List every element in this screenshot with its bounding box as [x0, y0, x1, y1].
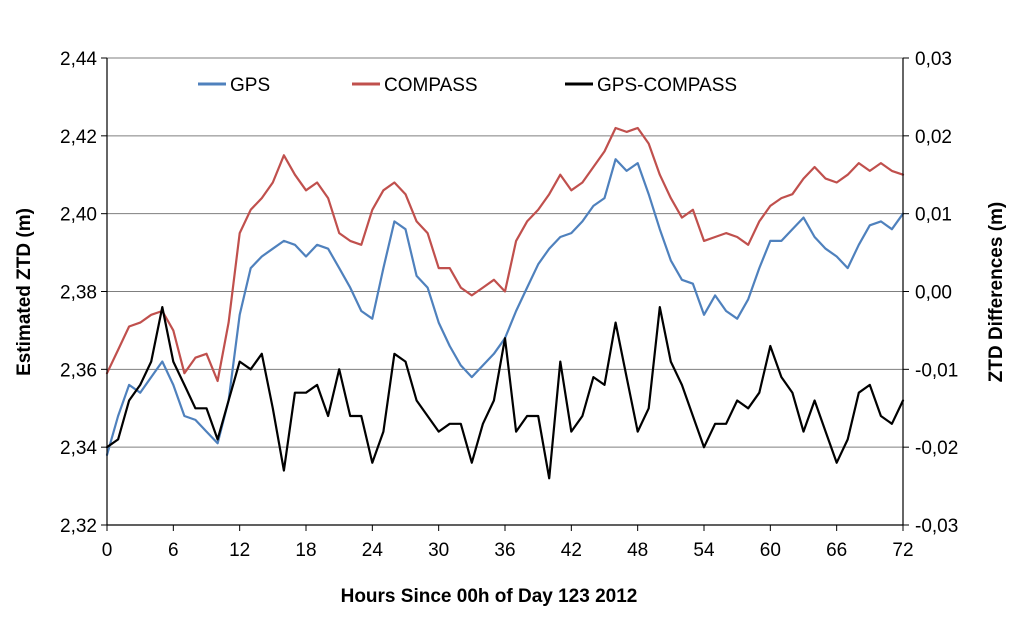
y2-tick-label: 0,02: [915, 127, 952, 148]
y2-axis-title: ZTD Differences (m): [986, 202, 1007, 383]
y-tick-label: 2,36: [60, 360, 97, 381]
x-tick-label: 18: [295, 540, 316, 561]
x-tick-label: 48: [627, 540, 648, 561]
y-tick-label: 2,34: [60, 438, 97, 459]
y2-tick-label: -0,01: [915, 360, 958, 381]
x-tick-label: 36: [494, 540, 515, 561]
x-axis-title: Hours Since 00h of Day 123 2012: [341, 586, 638, 607]
y-axis-title: Estimated ZTD (m): [14, 208, 35, 376]
series-line-compass: [105, 126, 905, 383]
y2-tick-label: 0,00: [915, 283, 952, 304]
x-tick-label: 0: [102, 540, 113, 561]
x-tick-label: 66: [826, 540, 847, 561]
axes-frame: [101, 57, 909, 531]
y2-tick-label: 0,01: [915, 205, 952, 226]
y2-tick-label: 0,03: [915, 49, 952, 70]
tick-labels: 2,32 2,34 2,36 2,38 2,40 2,42 2,44 -0,03 -0,02 -0…: [60, 49, 958, 561]
x-tick-label: 42: [561, 540, 582, 561]
legend-label-gps-compass: GPS-COMPASS: [597, 75, 737, 96]
y-tick-label: 2,44: [60, 49, 97, 70]
y-tick-label: 2,32: [60, 516, 97, 537]
x-tick-label: 72: [892, 540, 913, 561]
y-tick-label: 2,38: [60, 283, 97, 304]
gridlines: [107, 57, 903, 526]
y2-tick-label: -0,02: [915, 438, 958, 459]
y2-tick-label: -0,03: [915, 516, 958, 537]
legend-label-gps: GPS: [230, 75, 270, 96]
y-tick-label: 2,40: [60, 205, 97, 226]
legend: GPS COMPASS GPS-COMPASS: [198, 75, 737, 96]
x-tick-label: 12: [229, 540, 250, 561]
legend-label-compass: COMPASS: [384, 75, 478, 96]
series-line-gps-compass: [105, 306, 905, 480]
x-tick-label: 24: [362, 540, 384, 561]
y-tick-label: 2,42: [60, 127, 97, 148]
x-tick-label: 30: [428, 540, 449, 561]
series-lines: [105, 126, 905, 480]
x-tick-label: 54: [693, 540, 715, 561]
x-tick-label: 60: [760, 540, 781, 561]
x-tick-label: 6: [168, 540, 179, 561]
